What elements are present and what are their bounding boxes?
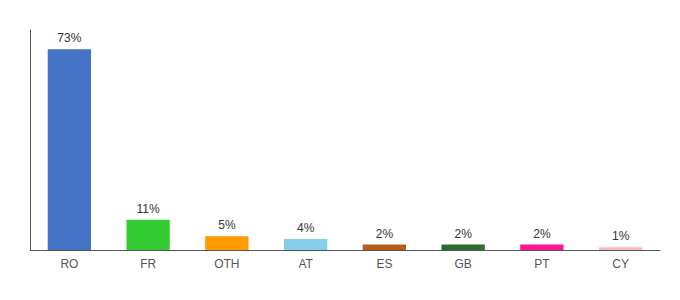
svg-text:RO: RO [60,257,78,271]
svg-text:1%: 1% [612,229,630,243]
svg-text:OTH: OTH [214,257,239,271]
svg-text:PT: PT [534,257,550,271]
svg-text:2%: 2% [454,227,472,241]
svg-text:AT: AT [298,257,313,271]
svg-text:73%: 73% [57,31,81,45]
svg-text:2%: 2% [376,227,394,241]
svg-text:FR: FR [140,257,156,271]
svg-text:CY: CY [612,257,629,271]
svg-text:4%: 4% [297,221,315,235]
svg-text:2%: 2% [533,227,551,241]
svg-text:GB: GB [454,257,471,271]
svg-text:5%: 5% [218,218,236,232]
svg-text:ES: ES [376,257,392,271]
svg-text:11%: 11% [137,202,160,216]
